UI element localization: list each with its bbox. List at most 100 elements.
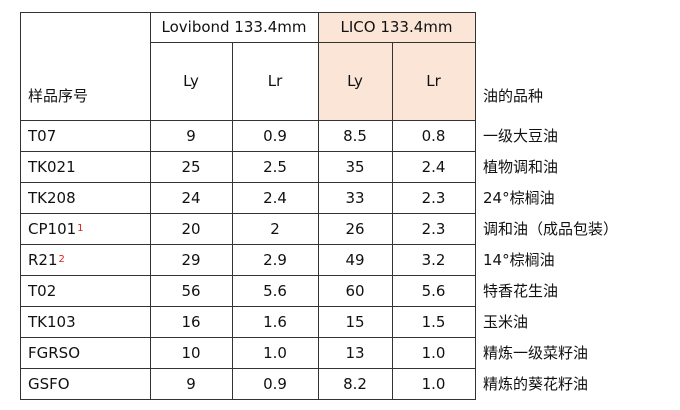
oil-type: 一级大豆油 xyxy=(475,120,680,151)
value-cell-text: 49 xyxy=(345,250,365,269)
value-cell: 2 xyxy=(232,213,318,244)
value-cell: 9 xyxy=(150,120,232,151)
value-cell-text: 2.3 xyxy=(421,188,446,207)
subcolumn-header: Lr xyxy=(232,42,318,120)
subcolumn-header-text: Lr xyxy=(267,72,283,90)
row-border xyxy=(150,42,475,43)
value-cell-text: 2.3 xyxy=(421,219,446,238)
value-cell-text: 1.0 xyxy=(263,343,287,362)
lico-shade xyxy=(318,12,475,120)
value-cell: 13 xyxy=(318,337,392,368)
oil-type: 特香花生油 xyxy=(475,275,680,306)
value-cell-text: 60 xyxy=(345,281,365,300)
oil-type-text: 特香花生油 xyxy=(483,282,559,300)
value-cell: 60 xyxy=(318,275,392,306)
subcolumn-header-text: Lr xyxy=(426,72,441,90)
value-cell-text: 5.6 xyxy=(263,281,287,300)
value-cell-text: 24 xyxy=(181,188,201,207)
value-cell-text: 1.6 xyxy=(263,312,287,331)
value-cell: 1.0 xyxy=(392,368,475,399)
value-cell-text: 2 xyxy=(270,219,280,238)
row-border xyxy=(20,337,475,338)
value-cell: 10 xyxy=(150,337,232,368)
oil-header-text: 油的品种 xyxy=(483,86,544,105)
subcolumn-header: Ly xyxy=(318,42,392,120)
oil-type-text: 精炼一级菜籽油 xyxy=(483,344,589,362)
oil-type-text: 精炼的葵花籽油 xyxy=(483,375,589,393)
value-cell-text: 9 xyxy=(186,126,196,145)
value-cell: 1.0 xyxy=(232,337,318,368)
row-border xyxy=(20,306,475,307)
value-cell: 29 xyxy=(150,244,232,275)
oil-type-text: 24°棕榈油 xyxy=(483,189,555,207)
row-border xyxy=(20,368,475,369)
sample-id: CP101 1 xyxy=(20,213,150,244)
value-cell: 2.3 xyxy=(392,213,475,244)
value-cell-text: 2.4 xyxy=(263,188,287,207)
value-cell: 56 xyxy=(150,275,232,306)
value-cell-text: 1.0 xyxy=(421,374,446,393)
value-cell-text: 29 xyxy=(181,250,201,269)
group-header-text: LICO 133.4mm xyxy=(340,18,453,36)
row-border xyxy=(20,120,475,121)
row-border xyxy=(20,151,475,152)
value-cell-text: 3.2 xyxy=(421,250,446,269)
value-cell-text: 33 xyxy=(345,188,365,207)
sample-id-text: CP101 xyxy=(28,219,77,238)
value-cell: 2.5 xyxy=(232,151,318,182)
value-cell-text: 9 xyxy=(186,374,196,393)
sample-id: R21 2 xyxy=(20,244,150,275)
oil-type: 植物调和油 xyxy=(475,151,680,182)
sample-id-text: R21 xyxy=(28,250,58,269)
value-cell-text: 8.5 xyxy=(343,126,367,145)
column-border xyxy=(318,12,319,400)
value-cell: 2.4 xyxy=(232,182,318,213)
value-cell: 24 xyxy=(150,182,232,213)
value-cell: 0.9 xyxy=(232,368,318,399)
value-cell: 16 xyxy=(150,306,232,337)
value-cell-text: 0.9 xyxy=(263,126,287,145)
column-border xyxy=(392,42,393,400)
value-cell-text: 1.0 xyxy=(421,343,446,362)
sample-id: TK208 xyxy=(20,182,150,213)
value-cell-text: 10 xyxy=(181,343,201,362)
value-cell-text: 2.5 xyxy=(263,157,287,176)
oil-type-text: 调和油（成品包装） xyxy=(483,220,619,238)
value-cell: 2.4 xyxy=(392,151,475,182)
oil-type-text: 14°棕榈油 xyxy=(483,251,555,269)
value-cell: 20 xyxy=(150,213,232,244)
value-cell: 8.5 xyxy=(318,120,392,151)
sample-header-text: 样品序号 xyxy=(28,86,89,105)
sample-id: GSFO xyxy=(20,368,150,399)
oil-type: 精炼一级菜籽油 xyxy=(475,337,680,368)
value-cell-text: 25 xyxy=(181,157,201,176)
oil-type-text: 一级大豆油 xyxy=(483,127,559,145)
value-cell-text: 15 xyxy=(345,312,365,331)
sample-id-text: T02 xyxy=(28,281,57,300)
value-cell: 25 xyxy=(150,151,232,182)
value-cell-text: 5.6 xyxy=(421,281,446,300)
value-cell-text: 2.4 xyxy=(421,157,446,176)
value-cell-text: 35 xyxy=(345,157,365,176)
oil-type: 24°棕榈油 xyxy=(475,182,680,213)
value-cell-text: 56 xyxy=(181,281,201,300)
sample-id: TK103 xyxy=(20,306,150,337)
subcolumn-header-text: Ly xyxy=(347,72,363,90)
value-cell: 2.3 xyxy=(392,182,475,213)
group-header-text: Lovibond 133.4mm xyxy=(161,18,307,36)
value-cell: 2.9 xyxy=(232,244,318,275)
value-cell: 3.2 xyxy=(392,244,475,275)
row-border xyxy=(20,12,475,13)
column-border xyxy=(232,42,233,400)
group-header: LICO 133.4mm xyxy=(318,12,475,42)
value-cell: 33 xyxy=(318,182,392,213)
column-border xyxy=(20,12,21,400)
sample-id: T07 xyxy=(20,120,150,151)
oil-header: 油的品种 xyxy=(475,75,675,115)
subcolumn-header-text: Ly xyxy=(183,72,199,90)
sample-id-text: TK021 xyxy=(28,157,76,176)
row-border xyxy=(20,244,475,245)
value-cell: 8.2 xyxy=(318,368,392,399)
value-cell-text: 2.9 xyxy=(263,250,287,269)
